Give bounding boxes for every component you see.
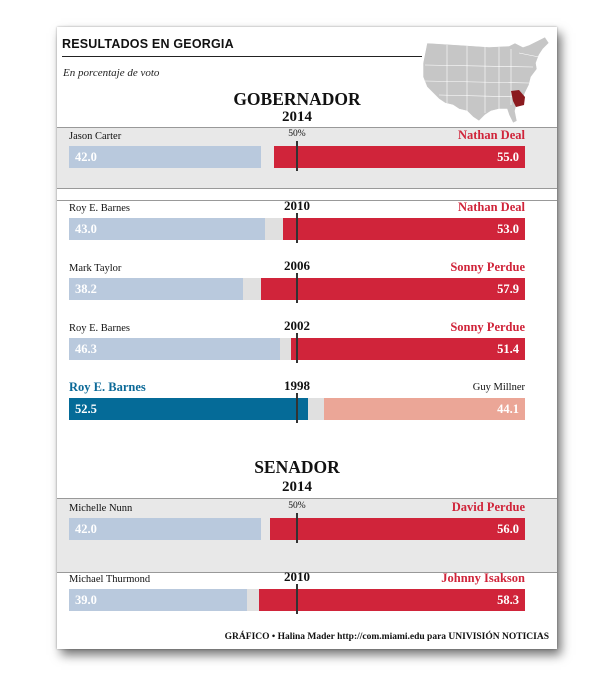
- header-title: RESULTADOS EN GEORGIA: [62, 37, 234, 51]
- left-vote-value: 39.0: [75, 593, 97, 607]
- right-vote-bar: 56.0: [269, 518, 525, 540]
- fifty-percent-marker: [296, 141, 298, 171]
- race-row: Roy E. Barnes Guy Millner 1998 52.5 44.1: [57, 378, 557, 439]
- left-vote-bar: 39.0: [69, 589, 247, 611]
- right-vote-value: 58.3: [497, 593, 519, 607]
- right-candidate-name: Nathan Deal: [457, 128, 525, 142]
- fifty-percent-marker: [296, 213, 298, 243]
- left-vote-bar: 43.0: [69, 218, 266, 240]
- race-row: Roy E. Barnes Nathan Deal 2010 43.0 53.0: [57, 198, 557, 259]
- senate-section-year: 2014: [282, 479, 312, 495]
- right-vote-bar: 44.1: [323, 398, 525, 420]
- governor-section-title: GOBERNADOR: [233, 89, 361, 109]
- fifty-percent-marker: [296, 273, 298, 303]
- right-vote-value: 44.1: [497, 402, 519, 416]
- left-candidate-name: Roy E. Barnes: [69, 203, 130, 214]
- race-year: 2010: [284, 569, 310, 584]
- right-vote-bar: 58.3: [259, 589, 525, 611]
- left-candidate-name: Jason Carter: [69, 131, 122, 142]
- left-vote-bar: 52.5: [69, 398, 309, 420]
- left-vote-value: 38.2: [75, 282, 97, 296]
- us-map-georgia-locator: [422, 36, 550, 124]
- vote-bar-track: 43.0 53.0: [69, 218, 525, 240]
- race-year: 2006: [284, 258, 310, 273]
- left-vote-value: 43.0: [75, 222, 97, 236]
- subtitle: En porcentaje de voto: [63, 67, 160, 79]
- fifty-percent-label: 50%: [288, 501, 306, 511]
- georgia-state: [511, 90, 525, 107]
- vote-bar-track: 42.0 56.0: [69, 518, 525, 540]
- fifty-percent-marker: [296, 333, 298, 363]
- separator: [57, 572, 557, 573]
- right-vote-value: 55.0: [497, 150, 519, 164]
- right-candidate-name: David Perdue: [451, 500, 525, 514]
- right-candidate-name: Sonny Perdue: [450, 260, 525, 274]
- right-vote-bar: 57.9: [260, 278, 525, 300]
- left-candidate-name: Roy E. Barnes: [69, 380, 146, 394]
- race-year: 1998: [284, 378, 310, 393]
- left-candidate-name: Michael Thurmond: [69, 574, 151, 585]
- left-vote-value: 46.3: [75, 342, 97, 356]
- left-vote-value: 42.0: [75, 150, 97, 164]
- right-vote-value: 56.0: [497, 522, 519, 536]
- race-row: Michael Thurmond Johnny Isakson 2010 39.0 58…: [57, 569, 557, 630]
- senate-section-title: SENADOR: [254, 457, 340, 477]
- fifty-percent-marker: [296, 393, 298, 423]
- right-candidate-name: Guy Millner: [472, 382, 525, 393]
- right-candidate-name: Sonny Perdue: [450, 320, 525, 334]
- right-vote-bar: 55.0: [274, 146, 525, 168]
- fifty-percent-marker: [296, 584, 298, 614]
- credit-line: GRÁFICO • Halina Mader http://com.miami.…: [224, 632, 549, 642]
- left-vote-bar: 42.0: [69, 146, 261, 168]
- race-row: Mark Taylor Sonny Perdue 2006 38.2 57.9: [57, 258, 557, 319]
- left-vote-value: 52.5: [75, 402, 97, 416]
- race-year: 2010: [284, 198, 310, 213]
- right-vote-bar: 51.4: [290, 338, 525, 360]
- right-vote-bar: 53.0: [283, 218, 525, 240]
- left-candidate-name: Mark Taylor: [69, 263, 122, 274]
- left-vote-value: 42.0: [75, 522, 97, 536]
- fifty-percent-marker: [296, 513, 298, 543]
- us-map-borders: [424, 45, 540, 113]
- right-vote-value: 51.4: [497, 342, 519, 356]
- right-candidate-name: Nathan Deal: [457, 200, 525, 214]
- infographic-card: RESULTADOS EN GEORGIA En porcentaje de v…: [57, 27, 557, 649]
- left-vote-bar: 38.2: [69, 278, 244, 300]
- right-candidate-name: Johnny Isakson: [441, 571, 525, 585]
- vote-bar-track: 46.3 51.4: [69, 338, 525, 360]
- race-row: Jason Carter Nathan Deal 50% 42.0 55.0: [57, 128, 557, 187]
- header-rule: [62, 56, 422, 57]
- race-year: 2002: [284, 318, 310, 333]
- race-row: Michelle Nunn David Perdue 50% 42.0 56.0: [57, 500, 557, 559]
- governor-section-year: 2014: [282, 109, 312, 125]
- race-row: Roy E. Barnes Sonny Perdue 2002 46.3 51.4: [57, 318, 557, 379]
- separator: [57, 200, 557, 201]
- left-vote-bar: 46.3: [69, 338, 281, 360]
- right-vote-value: 57.9: [497, 282, 519, 296]
- left-vote-bar: 42.0: [69, 518, 261, 540]
- vote-bar-track: 42.0 55.0: [69, 146, 525, 168]
- left-candidate-name: Michelle Nunn: [69, 503, 133, 514]
- left-candidate-name: Roy E. Barnes: [69, 323, 130, 334]
- fifty-percent-label: 50%: [288, 129, 306, 139]
- right-vote-value: 53.0: [497, 222, 519, 236]
